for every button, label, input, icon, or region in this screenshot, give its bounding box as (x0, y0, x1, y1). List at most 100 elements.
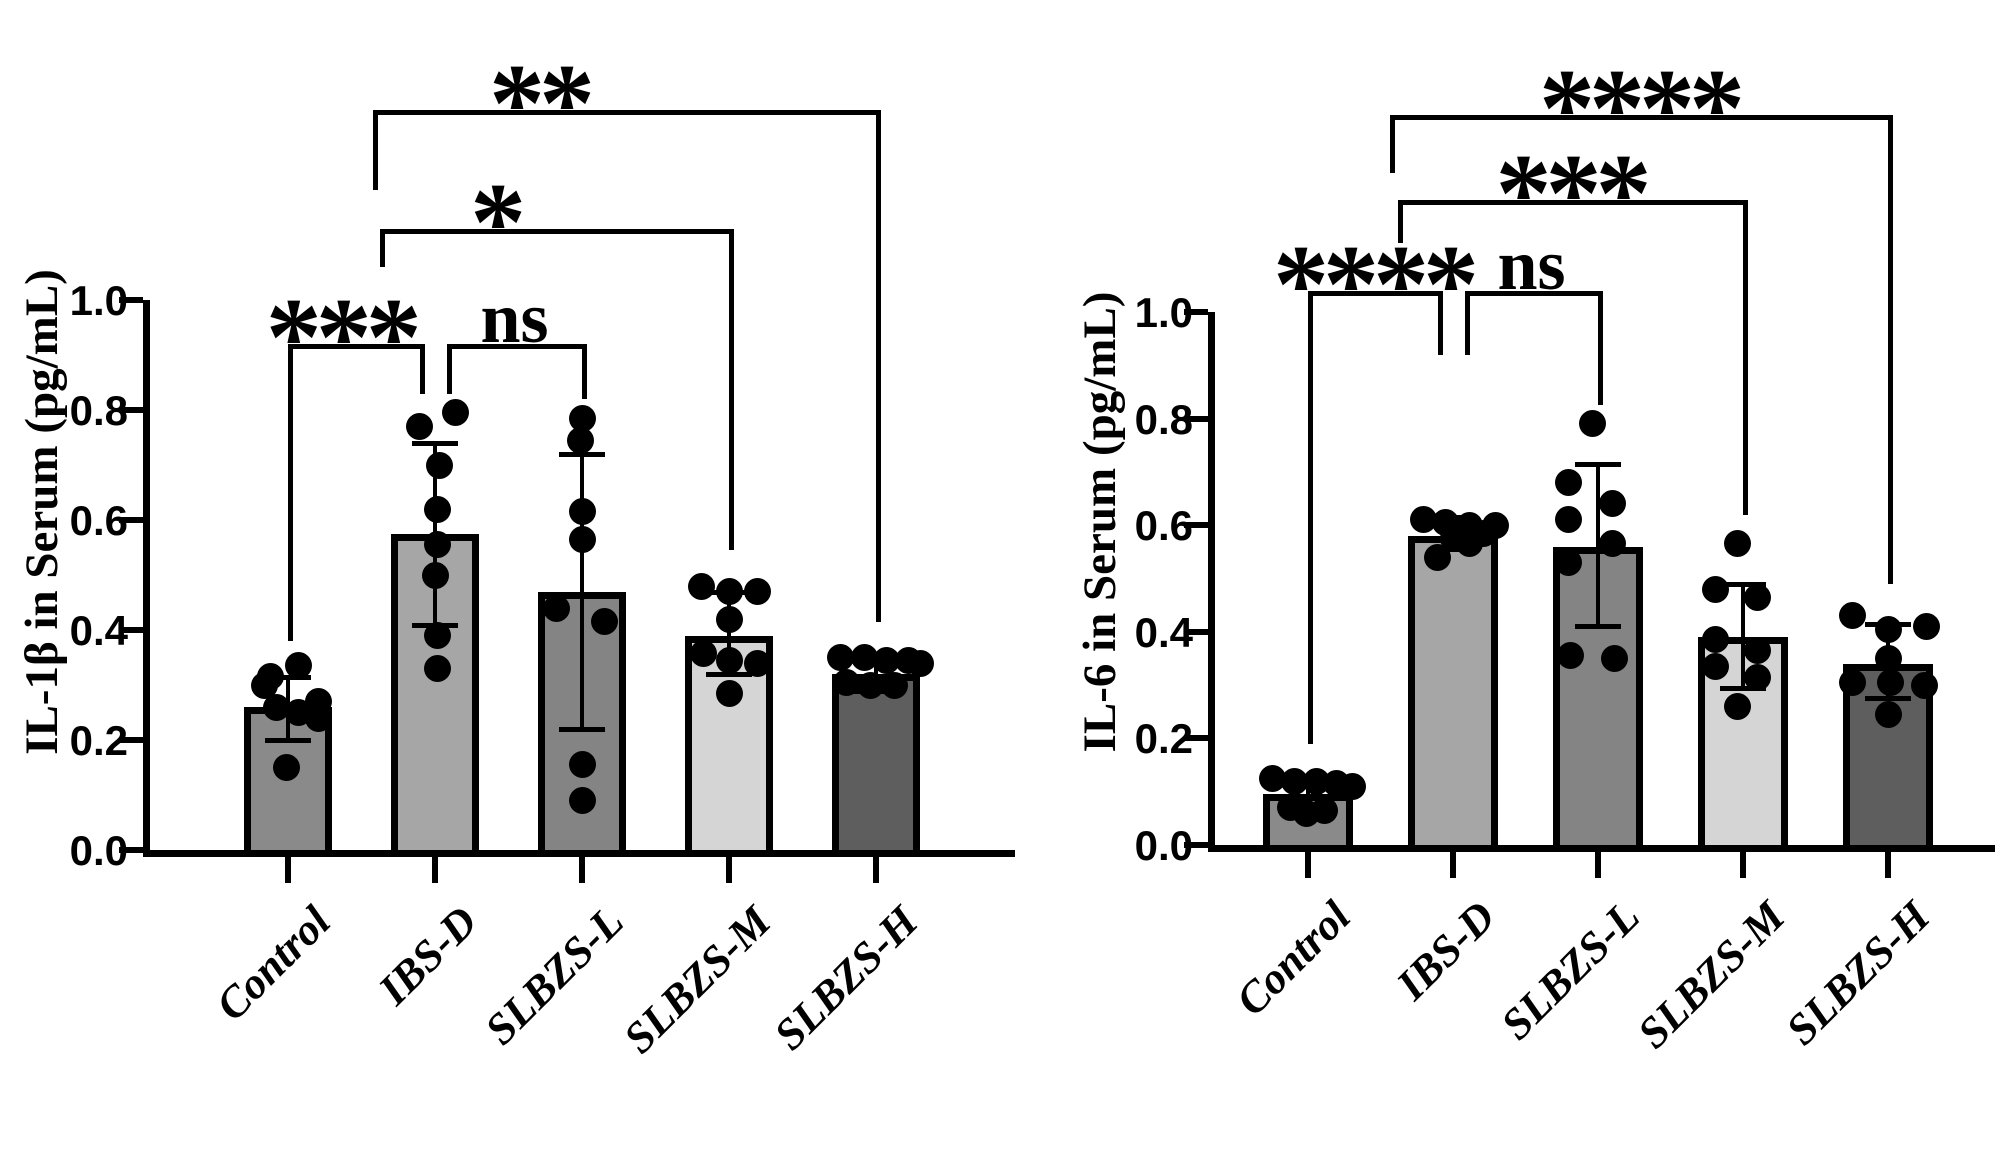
sig-bracket-bar (1465, 290, 1603, 296)
error-bar-cap-bottom (1720, 685, 1766, 691)
y-tick (1184, 842, 1208, 848)
sig-bracket-arm-right (582, 344, 587, 399)
y-tick (119, 737, 143, 743)
x-tick (1885, 852, 1891, 878)
y-axis-line (1208, 312, 1215, 852)
data-point (1600, 644, 1628, 672)
data-point (441, 399, 469, 427)
data-point (1338, 772, 1366, 800)
significance-label: *** (1495, 132, 1652, 257)
x-tick (285, 857, 291, 883)
data-point (1876, 668, 1904, 696)
x-category-label: SLBZS-M (614, 896, 781, 1063)
data-point (1723, 530, 1751, 558)
y-tick-label: 1.0 (1134, 289, 1193, 336)
y-tick-label: 0.4 (69, 607, 128, 654)
error-bar-cap-top (412, 441, 458, 446)
data-point (1598, 530, 1626, 558)
data-point (1598, 490, 1626, 518)
sig-bracket-arm-left (1308, 290, 1313, 744)
data-point (1743, 636, 1771, 664)
significance-label: **** (1539, 46, 1745, 171)
x-category-label: SLBZS-M (1628, 891, 1795, 1058)
y-tick (119, 517, 143, 523)
bar-slbzs-h (832, 674, 920, 857)
sig-bracket-arm-right (1438, 290, 1443, 355)
data-point (1455, 530, 1483, 558)
bar-ibs-d (1408, 535, 1498, 852)
x-tick (579, 857, 585, 883)
sig-bracket-bar (447, 344, 587, 349)
data-point (832, 668, 860, 696)
sig-bracket-bar (373, 110, 881, 116)
data-point (1743, 663, 1771, 691)
data-point (272, 754, 300, 781)
y-tick-label: 1.0 (69, 277, 128, 324)
x-tick (1740, 852, 1746, 878)
sig-bracket-bar (380, 228, 734, 234)
data-point (425, 451, 453, 479)
data-point (743, 649, 771, 677)
data-point (568, 751, 596, 779)
data-point (1874, 700, 1902, 728)
x-tick (1305, 852, 1311, 878)
x-category-label: SLBZS-L (1491, 891, 1650, 1050)
data-point (1701, 652, 1729, 680)
data-point (304, 704, 332, 732)
y-tick (1184, 415, 1208, 422)
significance-label: ns (480, 278, 549, 358)
y-tick (119, 297, 143, 303)
y-tick-label: 0.4 (1134, 608, 1193, 656)
data-point (689, 639, 717, 667)
data-point (1874, 615, 1902, 643)
data-point (1912, 612, 1940, 640)
sig-bracket-arm-right (1888, 114, 1893, 584)
error-bar (1306, 778, 1310, 811)
sig-bracket-arm-left (373, 110, 378, 190)
error-bar (580, 454, 584, 729)
x-category-label: Control (1226, 891, 1360, 1025)
sig-bracket-arm-right (1743, 200, 1748, 515)
data-point (1423, 543, 1451, 571)
data-point (566, 426, 594, 454)
data-point (1838, 668, 1866, 696)
data-point (743, 578, 771, 605)
significance-label: *** (265, 276, 422, 400)
data-point (421, 561, 449, 589)
data-point (568, 498, 596, 526)
sig-bracket-arm-left (1398, 200, 1403, 243)
sig-bracket-arm-left (1390, 114, 1395, 174)
data-point (715, 605, 743, 633)
significance-label: ns (1497, 224, 1566, 305)
x-tick (1450, 852, 1456, 878)
y-axis-line (143, 300, 150, 857)
y-tick-label: 0.8 (69, 387, 128, 434)
y-tick-label: 0.0 (1134, 822, 1193, 869)
data-point (1292, 799, 1320, 827)
x-category-label: Control (206, 896, 340, 1030)
error-bar (1596, 463, 1600, 627)
sig-bracket-arm-left (380, 228, 385, 267)
error-bar (727, 591, 731, 674)
error-bar-cap-bottom (1865, 696, 1911, 702)
data-point (1723, 692, 1751, 720)
y-tick-label: 0.8 (1134, 395, 1193, 443)
error-bar-cap-top (559, 452, 605, 457)
data-point (906, 649, 934, 677)
x-tick (873, 857, 879, 883)
significance-label: * (470, 160, 526, 285)
data-point (568, 525, 596, 553)
error-bar-cap-bottom (706, 672, 752, 677)
y-tick (1184, 522, 1208, 529)
x-category-label: SLBZS-H (764, 896, 928, 1060)
x-category-label: IBS-D (1386, 891, 1505, 1010)
data-point (715, 646, 743, 674)
data-point (715, 578, 743, 605)
data-point (1554, 469, 1582, 497)
error-bar-cap-top (1720, 581, 1766, 587)
data-point (423, 495, 451, 523)
data-point (423, 622, 451, 649)
data-point (880, 671, 908, 699)
data-point (1701, 626, 1729, 654)
